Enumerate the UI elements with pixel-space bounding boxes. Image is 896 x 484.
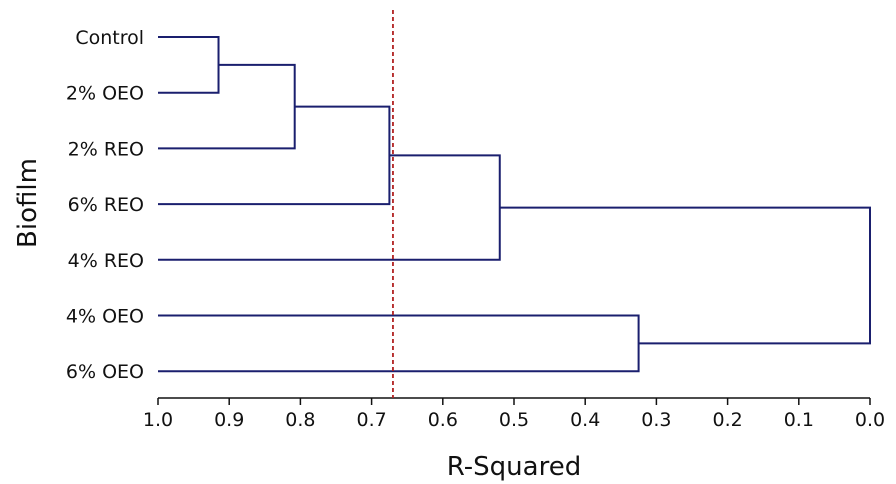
- merge-branch-3: [158, 105, 391, 206]
- leaf-label-6pct-reo: 6% REO: [68, 194, 144, 216]
- x-tick-label: 0.9: [214, 409, 244, 431]
- x-tick-label: 0.5: [499, 409, 529, 431]
- x-tick-label: 0.8: [285, 409, 315, 431]
- merge-branch-6: [499, 206, 871, 345]
- leaf-labels: Control 2% OEO 2% REO 6% REO 4% REO 4% OEO 6% …: [66, 27, 144, 383]
- merge-branch-4: [158, 154, 501, 261]
- leaf-label-2pct-reo: 2% REO: [68, 138, 144, 160]
- x-tick-label: 0.0: [855, 409, 885, 431]
- leaf-label-4pct-oeo: 4% OEO: [66, 306, 144, 328]
- x-tick-label: 0.6: [428, 409, 458, 431]
- x-axis-title: R-Squared: [447, 452, 581, 482]
- merge-branch-5: [158, 314, 640, 373]
- y-axis-title: Biofilm: [13, 158, 43, 248]
- leaf-label-control: Control: [75, 27, 144, 49]
- leaf-label-4pct-reo: 4% REO: [68, 250, 144, 272]
- x-tick-label: 0.1: [784, 409, 814, 431]
- leaf-label-2pct-oeo: 2% OEO: [66, 83, 144, 105]
- x-tick-label: 0.7: [356, 409, 386, 431]
- x-tick-label: 0.4: [570, 409, 600, 431]
- leaf-label-6pct-oeo: 6% OEO: [66, 361, 144, 383]
- merge-branch-1: [158, 36, 220, 94]
- x-tick-label: 0.3: [641, 409, 671, 431]
- merge-branch-2: [158, 63, 296, 150]
- x-axis: 1.0 0.9 0.8 0.7 0.6 0.5 0.4 0.3 0.2 0.1 0.0: [143, 397, 885, 431]
- dendrogram-branches: [158, 36, 871, 373]
- x-tick-label: 1.0: [143, 409, 173, 431]
- x-tick-label: 0.2: [712, 409, 742, 431]
